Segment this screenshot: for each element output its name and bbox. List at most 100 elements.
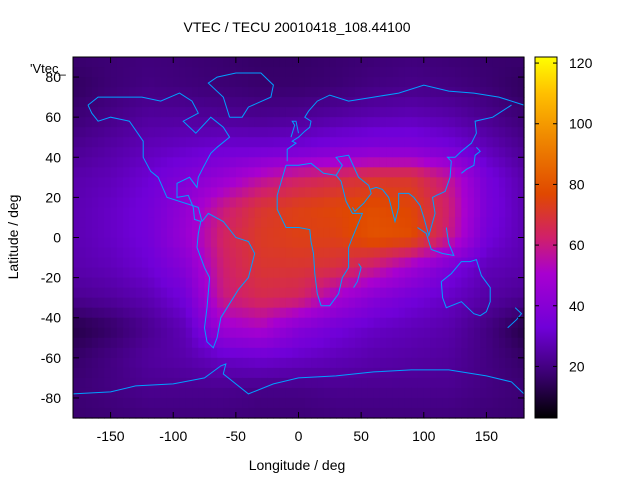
heatmap-cell <box>486 167 494 178</box>
heatmap-cell <box>436 127 444 138</box>
heatmap-cell <box>173 397 181 409</box>
heatmap-cell <box>260 287 268 299</box>
heatmap-cell <box>135 317 143 329</box>
heatmap-cell <box>436 317 444 329</box>
heatmap-cell <box>480 337 488 349</box>
heatmap-cell <box>129 327 137 339</box>
heatmap-cell <box>116 87 124 98</box>
heatmap-cell <box>436 337 444 349</box>
heatmap-cell <box>273 267 281 279</box>
heatmap-cell <box>342 387 350 399</box>
coastlines <box>72 72 525 395</box>
heatmap-cell <box>79 57 87 68</box>
heatmap-cell <box>217 97 224 108</box>
heatmap-cell <box>135 237 143 249</box>
heatmap-cell <box>417 87 425 98</box>
heatmap-cell <box>141 287 149 299</box>
heatmap-cell <box>348 277 356 289</box>
heatmap-cell <box>73 157 80 168</box>
heatmap-cell <box>448 97 456 108</box>
heatmap-cell <box>430 257 437 269</box>
heatmap-cell <box>342 367 350 379</box>
heatmap-cell <box>480 347 488 359</box>
heatmap-cell <box>461 237 469 249</box>
heatmap-cell <box>448 77 456 88</box>
heatmap-cell <box>442 67 450 78</box>
heatmap-cell <box>135 307 143 319</box>
heatmap-cell <box>392 257 400 269</box>
heatmap-cell <box>517 237 525 249</box>
heatmap-cell <box>160 177 168 188</box>
heatmap-cell <box>123 307 130 319</box>
heatmap-cell <box>154 267 162 279</box>
heatmap-cell <box>480 197 488 209</box>
heatmap-cell <box>386 397 394 409</box>
heatmap-cell <box>342 287 350 299</box>
heatmap-cell <box>367 287 375 299</box>
heatmap-cell <box>348 247 356 259</box>
heatmap-cell <box>248 267 256 279</box>
heatmap-cell <box>442 187 450 198</box>
heatmap-cell <box>104 87 112 98</box>
heatmap-cell <box>373 247 381 259</box>
heatmap-cell <box>210 247 218 259</box>
heatmap-cell <box>367 357 375 369</box>
heatmap-cell <box>423 87 431 98</box>
heatmap-cell <box>85 127 93 138</box>
heatmap-cell <box>85 267 93 279</box>
heatmap-cell <box>417 237 425 249</box>
heatmap-cell <box>461 57 469 68</box>
heatmap-cell <box>317 377 325 389</box>
heatmap-cell <box>129 357 137 369</box>
heatmap-cell <box>235 77 243 88</box>
heatmap-cell <box>73 257 80 269</box>
heatmap-cell <box>110 167 118 178</box>
heatmap-cell <box>486 147 494 158</box>
heatmap-cell <box>492 387 500 399</box>
heatmap-cell <box>354 97 362 108</box>
heatmap-cell <box>79 87 87 98</box>
heatmap-cell <box>223 267 231 279</box>
heatmap-cell <box>298 407 306 419</box>
heatmap-cell <box>273 327 281 339</box>
heatmap-cell <box>298 147 306 158</box>
heatmap-cell <box>154 287 162 299</box>
heatmap-cell <box>436 147 444 158</box>
heatmap-cell <box>123 147 130 158</box>
heatmap-cell <box>486 317 494 329</box>
heatmap-cell <box>123 287 130 299</box>
heatmap-cell <box>342 237 350 249</box>
heatmap-cell <box>223 347 231 359</box>
heatmap-cell <box>411 297 419 309</box>
heatmap-cell <box>110 227 118 239</box>
heatmap-cell <box>198 117 206 128</box>
heatmap-cell <box>123 257 130 269</box>
heatmap-cell <box>85 287 93 299</box>
heatmap-cell <box>154 127 162 138</box>
heatmap-cell <box>85 107 93 118</box>
heatmap-cell <box>430 237 437 249</box>
heatmap-cell <box>292 287 300 299</box>
heatmap-cell <box>329 307 337 319</box>
heatmap-cell <box>473 67 481 78</box>
heatmap-cell <box>361 147 368 158</box>
heatmap-cell <box>386 157 394 168</box>
heatmap-cell <box>323 267 331 279</box>
heatmap-cell <box>467 237 475 249</box>
heatmap-cell <box>273 257 281 269</box>
heatmap-cell <box>511 277 519 289</box>
heatmap-cell <box>473 77 481 88</box>
heatmap-cell <box>198 247 206 259</box>
heatmap-cell <box>392 87 400 98</box>
heatmap-cell <box>248 237 256 249</box>
heatmap-cell <box>260 307 268 319</box>
heatmap-cell <box>141 377 149 389</box>
heatmap-cell <box>417 247 425 259</box>
heatmap-cell <box>217 57 224 68</box>
heatmap-cell <box>79 377 87 389</box>
heatmap-cell <box>260 197 268 209</box>
heatmap-cell <box>210 307 218 319</box>
heatmap-cell <box>235 327 243 339</box>
coastline-path <box>87 104 203 222</box>
heatmap-cell <box>285 247 293 259</box>
